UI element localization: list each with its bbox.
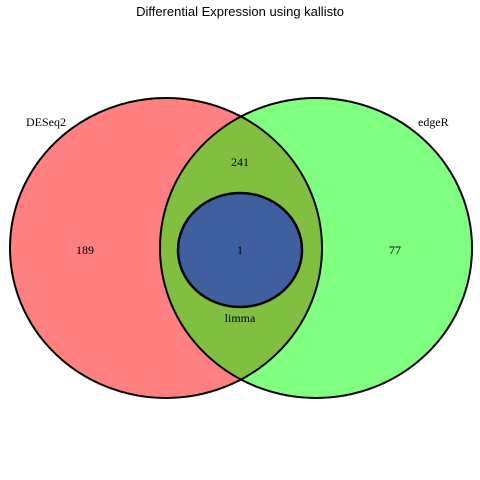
limma-label: limma <box>225 311 256 325</box>
edger-only-count: 77 <box>389 243 401 257</box>
limma-circle <box>176 191 304 309</box>
edger-label: edgeR <box>418 115 449 129</box>
deseq2-only-count: 189 <box>76 243 94 257</box>
deseq2-edger-count: 241 <box>231 155 249 169</box>
deseq2-label: DESeq2 <box>26 115 66 129</box>
all-three-count: 1 <box>237 243 243 257</box>
deseq2-outline <box>9 97 323 399</box>
edger-outline <box>159 97 473 399</box>
diagram-title: Differential Expression using kallisto <box>136 4 344 19</box>
deseq2-edger-overlap <box>160 98 322 398</box>
